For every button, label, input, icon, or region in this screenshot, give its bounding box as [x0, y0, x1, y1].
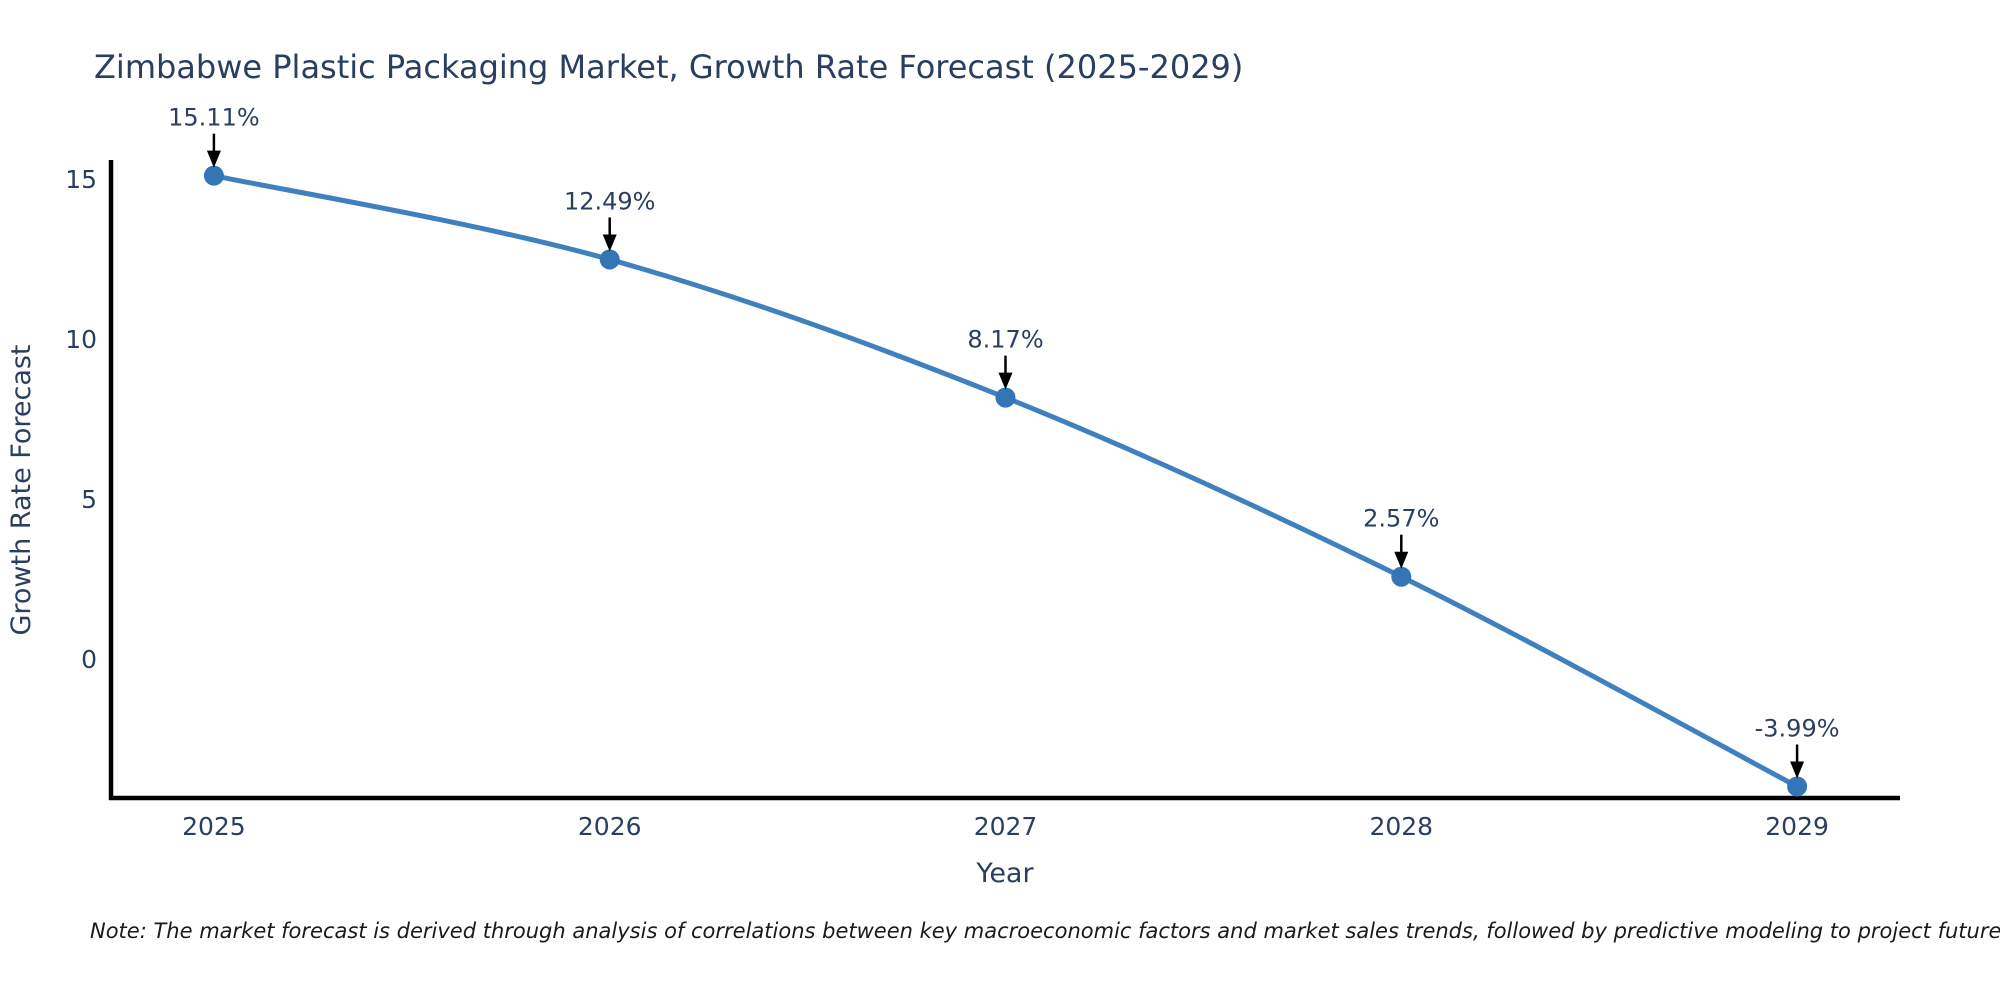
data-point	[203, 165, 224, 186]
annotation-arrowhead	[602, 234, 617, 252]
data-point	[995, 387, 1016, 408]
point-annotation-label: 12.49%	[564, 187, 656, 215]
annotation-arrowhead	[1790, 761, 1805, 779]
x-tick-label: 2028	[1369, 812, 1433, 841]
x-axis-title: Year	[976, 858, 1034, 889]
point-annotation-label: -3.99%	[1755, 714, 1840, 742]
trend-line	[211, 173, 1800, 789]
x-tick-label: 2029	[1765, 812, 1829, 841]
point-annotation-label: 8.17%	[967, 326, 1043, 354]
annotation-arrowhead	[1394, 551, 1409, 569]
y-tick-label: 0	[81, 645, 97, 674]
data-point	[1391, 566, 1412, 587]
footnote: Note: The market forecast is derived thr…	[90, 919, 2000, 943]
x-tick-label: 2026	[578, 812, 642, 841]
point-annotation-label: 2.57%	[1363, 505, 1439, 533]
annotation-arrowhead	[998, 372, 1013, 390]
annotation-arrowhead	[206, 150, 221, 168]
chart-title: Zimbabwe Plastic Packaging Market, Growt…	[94, 48, 1244, 86]
data-point	[599, 249, 620, 270]
x-tick-label: 2025	[182, 812, 246, 841]
data-point	[1787, 776, 1808, 797]
x-tick-label: 2027	[974, 812, 1038, 841]
y-tick-label: 5	[81, 485, 97, 514]
point-annotation-label: 15.11%	[168, 104, 260, 132]
y-tick-label: 15	[65, 165, 97, 194]
y-tick-label: 10	[65, 325, 97, 354]
